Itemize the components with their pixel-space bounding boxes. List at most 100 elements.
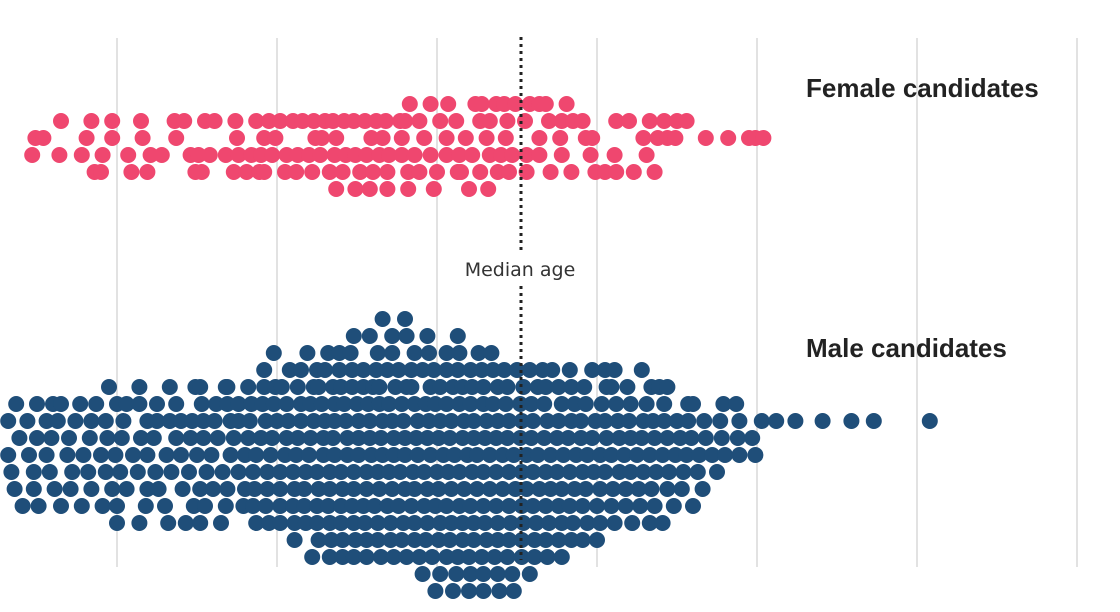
male-dot	[563, 379, 580, 395]
male-dot	[577, 481, 594, 497]
male-dot	[577, 396, 594, 412]
female-dot	[451, 147, 468, 163]
male-dot	[419, 328, 436, 344]
male-dot	[393, 532, 410, 548]
male-dot	[462, 566, 479, 582]
male-dot	[382, 515, 399, 531]
male-dot	[168, 430, 185, 446]
male-dot	[473, 549, 490, 565]
male-dot	[248, 447, 265, 463]
male-dot	[379, 498, 396, 514]
male-dot	[597, 464, 613, 480]
male-dot	[358, 481, 375, 497]
male-dot	[83, 481, 100, 497]
male-dot	[192, 379, 209, 395]
male-dot	[630, 481, 647, 497]
male-dot	[843, 413, 860, 429]
male-dot	[465, 413, 482, 429]
male-dot	[494, 447, 511, 463]
male-dot	[219, 396, 236, 412]
male-dot	[406, 481, 423, 497]
male-dot	[261, 515, 277, 531]
male-dot	[528, 515, 545, 531]
male-dot	[483, 345, 500, 361]
male-dot	[715, 396, 732, 412]
male-dot	[333, 498, 349, 514]
female-dot	[582, 147, 599, 163]
male-dot	[97, 413, 114, 429]
male-dot	[43, 430, 60, 446]
male-dot	[585, 464, 602, 480]
male-dot	[731, 447, 748, 463]
male-dot	[685, 498, 701, 514]
male-dot	[403, 498, 420, 514]
male-dot	[619, 379, 636, 395]
male-dot	[334, 549, 351, 565]
male-dot	[3, 464, 20, 480]
female-dot	[518, 147, 535, 163]
male-dot	[139, 481, 156, 497]
male-dot	[553, 549, 570, 565]
male-dot	[448, 566, 465, 582]
male-dot	[417, 532, 434, 548]
male-dot	[88, 396, 105, 412]
male-dot	[549, 430, 565, 446]
male-dot	[414, 362, 431, 378]
female-dot	[328, 181, 345, 197]
female-dot	[288, 164, 305, 180]
median-age-label: Median age	[465, 259, 576, 281]
male-dot	[609, 413, 626, 429]
male-dot	[449, 362, 466, 378]
female-dot	[646, 164, 663, 180]
male-dot	[675, 464, 692, 480]
male-dot	[544, 362, 561, 378]
male-dot	[565, 515, 581, 531]
female-dot	[397, 113, 413, 129]
male-dot	[411, 549, 428, 565]
male-dot	[248, 515, 265, 531]
male-dot	[397, 430, 413, 446]
male-dot	[478, 532, 495, 548]
male-dot	[409, 447, 426, 463]
male-dot	[685, 396, 701, 412]
male-dot	[350, 430, 367, 446]
male-dot	[680, 413, 697, 429]
male-dot	[99, 430, 116, 446]
male-dot	[486, 549, 503, 565]
male-dot	[203, 447, 220, 463]
male-dot	[393, 396, 410, 412]
male-dot	[350, 413, 367, 429]
male-dot	[182, 430, 199, 446]
male-dot	[536, 430, 553, 446]
male-dot	[526, 549, 543, 565]
male-dot	[181, 464, 197, 480]
male-dot	[461, 583, 477, 599]
male-dot	[537, 379, 554, 395]
female-dot	[448, 113, 465, 129]
male-dot	[550, 379, 567, 395]
male-dot	[704, 447, 721, 463]
male-dot	[605, 481, 621, 497]
male-dot	[315, 447, 332, 463]
male-dot	[454, 430, 471, 446]
male-dot	[286, 532, 303, 548]
male-dot	[344, 379, 361, 395]
female-dot	[429, 164, 445, 180]
male-dot	[285, 464, 301, 480]
male-dot	[269, 413, 285, 429]
female-dot	[104, 113, 121, 129]
male-dot	[333, 379, 349, 395]
male-dot	[403, 379, 420, 395]
male-dot	[264, 430, 281, 446]
male-dot	[72, 396, 89, 412]
male-dot	[344, 362, 361, 378]
male-dot	[539, 549, 556, 565]
male-dot	[592, 481, 609, 497]
male-dot	[475, 583, 492, 599]
female-dot	[277, 164, 293, 180]
male-dot	[537, 498, 554, 514]
male-series	[0, 311, 938, 599]
male-dot	[654, 515, 671, 531]
male-dot	[129, 464, 146, 480]
male-dot	[358, 464, 375, 480]
